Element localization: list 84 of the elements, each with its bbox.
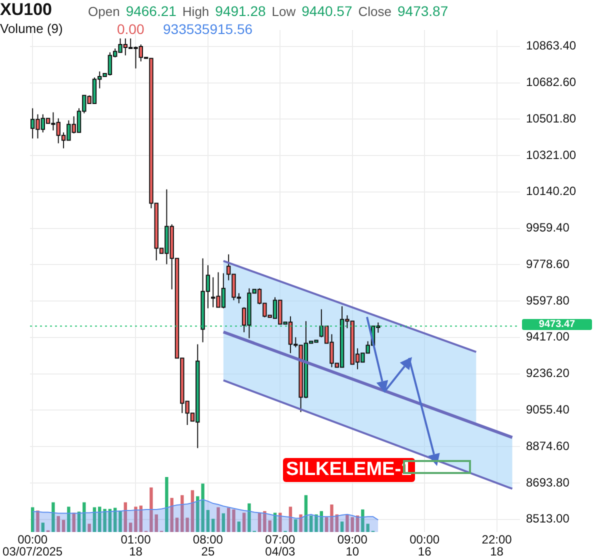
bar [320, 511, 324, 532]
bar [340, 522, 344, 532]
bar [330, 504, 334, 532]
bar [226, 508, 230, 532]
x-tick-label: 01:00 18 [120, 532, 152, 558]
text: 9491.28 [215, 3, 266, 19]
bar [165, 477, 168, 532]
bar [139, 506, 142, 532]
x-tick-label: 08:00 25 [192, 532, 224, 558]
text: 9440.57 [302, 3, 352, 19]
bar [175, 518, 179, 532]
bar [232, 509, 236, 532]
text: Close [358, 4, 392, 19]
y-tick-label: 10501.80 [526, 111, 576, 126]
bar [36, 510, 40, 532]
bar [128, 522, 132, 532]
bar [77, 512, 81, 532]
bar [248, 503, 251, 532]
bar [82, 502, 86, 532]
bar [62, 520, 66, 532]
bar [196, 496, 200, 532]
bar [67, 506, 70, 532]
x-tick-label: 00:00 16 [410, 532, 440, 558]
y-tick-label: 10863.40 [526, 38, 576, 53]
bar [52, 502, 55, 532]
bar [288, 506, 292, 532]
bar [118, 510, 122, 532]
bar [314, 514, 318, 532]
chart-title: Volume (9) [0, 21, 63, 36]
text: Low [272, 4, 296, 19]
y-tick-label: 9597.80 [526, 293, 570, 308]
bar [304, 495, 308, 532]
x-tick-label: 22:00 18 [482, 532, 512, 558]
bar [299, 514, 302, 532]
x-tick-label: 00:00 03/07/2025 [2, 532, 63, 558]
annotation: 0.00 [117, 21, 144, 37]
bar [350, 517, 354, 532]
y-tick-label: 10682.60 [526, 75, 576, 90]
bar [237, 522, 240, 532]
bar [222, 513, 226, 532]
y-tick-label: 9236.20 [526, 366, 570, 380]
bar [324, 517, 328, 532]
bar [103, 508, 106, 532]
y-tick-label: 10140.20 [526, 184, 576, 198]
bar [242, 512, 246, 532]
bar [41, 522, 44, 532]
bar [170, 498, 174, 532]
x-tick-label: 07:00 04/03 [265, 532, 296, 558]
y-tick-label: 10321.00 [526, 148, 576, 162]
bar [294, 519, 298, 532]
bar [154, 514, 158, 532]
bar [56, 516, 60, 532]
bar [212, 518, 215, 532]
bar [134, 506, 138, 532]
price-tag: 9473.47 [522, 319, 592, 330]
annotation: 933535915.56 [163, 21, 253, 37]
bar [258, 512, 262, 532]
bar [124, 502, 128, 532]
x-tick-label: 09:00 10 [337, 532, 368, 558]
text: High [182, 4, 210, 19]
y-tick-label: 8874.60 [526, 438, 570, 453]
y-tick-label: 8513.00 [526, 512, 570, 526]
y-tick-label: 9055.40 [526, 402, 570, 417]
bar [346, 514, 349, 532]
text: Open [88, 4, 120, 19]
bar [278, 512, 282, 532]
bar [98, 506, 102, 532]
y-tick-label: 9417.00 [526, 330, 570, 344]
bar [216, 507, 220, 532]
bar [190, 490, 194, 532]
text: 9473.87 [398, 3, 448, 19]
bar [206, 510, 210, 532]
bar [88, 524, 91, 532]
bar [310, 516, 313, 532]
annotation: SILKELEME-1 [283, 458, 415, 482]
bar [72, 512, 76, 532]
bar [30, 507, 34, 532]
bar [150, 487, 153, 532]
bar [201, 484, 204, 532]
y-tick-label: 9778.60 [526, 256, 570, 271]
text: 9466.21 [126, 3, 176, 19]
y-tick-label: 8693.80 [526, 475, 570, 490]
y-tick-label: 9959.40 [526, 220, 570, 235]
chart-title: XU100 [0, 0, 52, 20]
